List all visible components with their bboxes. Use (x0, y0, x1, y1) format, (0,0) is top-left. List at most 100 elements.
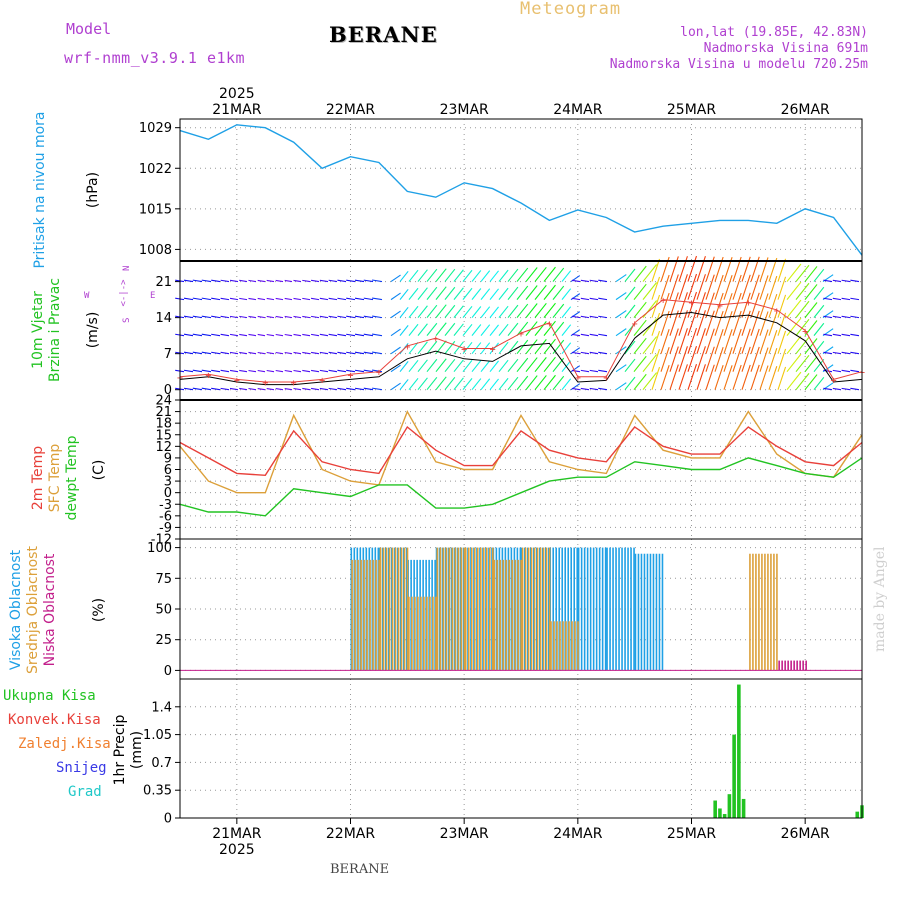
x-tick-label-bottom: 23MAR (440, 826, 489, 842)
wind-arrow (678, 364, 688, 390)
wind-arrow (211, 279, 221, 283)
wind-arrow (669, 274, 679, 300)
cloud-bar (378, 559, 380, 671)
wind-arrow (489, 288, 499, 300)
precip-ylabel: (mm) (129, 731, 145, 769)
wind-arrow (284, 279, 293, 283)
y-tick-label: -6 (159, 509, 172, 524)
wind-arrow (832, 369, 842, 373)
cloud-bar (571, 621, 573, 671)
wind-arrow (328, 387, 338, 391)
cloud-bar (627, 547, 629, 671)
wind-arrow (408, 305, 419, 318)
wind-arrow (813, 322, 825, 336)
x-tick-label-top: 22MAR (326, 102, 375, 118)
wind-arrow (363, 369, 374, 373)
model-label: Model (66, 20, 112, 38)
cloud-bar (542, 547, 545, 671)
cloud-bar (508, 559, 510, 671)
cloud-bar (391, 547, 394, 671)
wind-arrow (552, 303, 565, 318)
precip-bar (718, 808, 722, 818)
wind-gust-marker: + (774, 306, 780, 317)
wind-arrow (498, 287, 509, 300)
wind-arrow (183, 333, 194, 337)
wind-arrow (507, 286, 519, 300)
wind-gust-marker: + (262, 378, 268, 389)
cloud-bar (400, 547, 403, 671)
wind-arrow (561, 306, 572, 318)
wind-arrow (624, 286, 636, 300)
cloud-bar (417, 596, 419, 671)
cloud-bar (802, 660, 804, 671)
wind-arrow (363, 387, 374, 391)
wind-arrow (354, 387, 365, 391)
wind-arrow (337, 279, 347, 283)
wind-arrow (777, 294, 787, 318)
wind-arrow (248, 297, 257, 301)
cloud-bar (649, 553, 652, 671)
cloud-bar (787, 660, 789, 671)
wind-arrow (275, 351, 284, 355)
wind-arrow (850, 369, 860, 373)
wind-arrow (346, 315, 356, 319)
cloud-bar (533, 547, 536, 671)
wind-arrow (705, 292, 715, 318)
wind-arrow (266, 297, 275, 301)
cloud-bars (350, 547, 807, 671)
wind-arrow (813, 340, 825, 355)
cloud-bar (463, 547, 466, 671)
elevation-label: Nadmorska Visina 691m (703, 41, 868, 56)
wind-arrow (444, 268, 456, 282)
wind-arrow (660, 274, 670, 300)
wind-arrow (696, 328, 706, 354)
cloud-bar (482, 547, 485, 671)
wind-arrow (310, 333, 320, 337)
wind-arrow (372, 333, 383, 337)
cloud-ylabel: Niska Oblacnost (42, 553, 58, 666)
wind-arrow (498, 359, 509, 373)
wind-arrow (257, 369, 266, 373)
wind-arrow (248, 387, 257, 391)
cloud-bar (388, 547, 391, 671)
cloud-bar (793, 660, 795, 671)
cloud-bar (633, 547, 635, 671)
wind-arrow (471, 288, 482, 300)
pressure-unit: (hPa) (85, 172, 101, 208)
temperature-ylabel: SFC Temp (47, 444, 63, 513)
compass-s: S (122, 318, 132, 323)
y-tick-label: 1022 (139, 162, 172, 177)
cloud-bar (545, 547, 548, 671)
wind-arrow (516, 375, 529, 391)
wind-arrow (328, 279, 338, 283)
wind-arrow (337, 297, 347, 301)
wind-arrow (229, 387, 239, 391)
wind-arrow (714, 365, 724, 390)
wind-arrow (732, 364, 742, 390)
wind-arrow (257, 279, 266, 283)
wind-arrow (462, 305, 473, 318)
wind-arrow (435, 322, 447, 336)
wind-arrow (642, 264, 658, 282)
wind-arrows (175, 255, 860, 391)
wind-arrow (705, 310, 715, 336)
wind-arrow (275, 387, 284, 391)
cloud-bar (457, 547, 460, 671)
wind-arrow (284, 351, 293, 355)
wind-arrow (660, 346, 670, 372)
wind-arrow (319, 351, 329, 355)
cloud-bar (527, 547, 530, 671)
wind-arrow (453, 305, 464, 318)
wind-arrow (248, 315, 257, 319)
wind-arrow (571, 279, 581, 283)
wind-arrow (435, 268, 447, 282)
cloud-bar (499, 559, 501, 671)
wind-arrow (310, 351, 320, 355)
wind-arrow (777, 312, 787, 336)
cloud-bar (577, 547, 580, 671)
x-tick-label-bottom: 24MAR (553, 826, 602, 842)
cloud-bar (618, 547, 620, 671)
wind-arrow (678, 274, 688, 300)
wind-arrow (598, 387, 608, 391)
wind-arrow (275, 333, 284, 337)
